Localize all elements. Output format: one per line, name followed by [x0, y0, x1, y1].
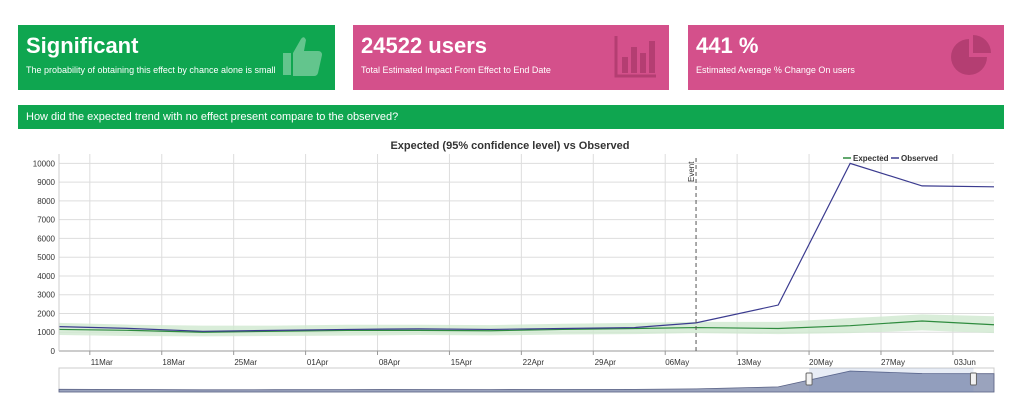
legend: Expected Observed	[843, 154, 938, 163]
y-tick-label: 8000	[37, 197, 55, 206]
y-tick-label: 2000	[37, 309, 55, 318]
impact-value: 24522 users	[361, 33, 487, 58]
y-tick-label: 10000	[33, 159, 56, 168]
event-marker: Event	[687, 158, 697, 351]
pie-chart-icon	[951, 35, 991, 75]
change-card: 441 % Estimated Average % Change On user…	[688, 25, 1004, 90]
y-tick-label: 4000	[37, 272, 55, 281]
impact-card: 24522 users Total Estimated Impact From …	[353, 25, 669, 90]
thumbs-up-icon	[283, 37, 322, 76]
y-tick-label: 6000	[37, 234, 55, 243]
axes: 0 1000 2000 3000 4000 5000 6000 7000 8000 9000 100…	[33, 154, 994, 367]
y-tick-label: 9000	[37, 178, 55, 187]
x-tick-label: 15Apr	[451, 358, 473, 367]
x-tick-label: 11Mar	[91, 358, 113, 367]
x-tick-label: 25Mar	[234, 358, 257, 367]
x-tick-label: 29Apr	[595, 358, 617, 367]
y-tick-label: 7000	[37, 216, 55, 225]
event-label: Event	[687, 161, 696, 182]
y-tick-label: 0	[51, 347, 56, 356]
y-tick-label: 5000	[37, 253, 55, 262]
observed-series-line	[58, 162, 995, 332]
legend-observed-label: Observed	[901, 154, 938, 163]
significance-card: Significant The probability of obtaining…	[18, 25, 335, 90]
x-tick-label: 27May	[881, 358, 905, 367]
navigator-selection[interactable]	[809, 368, 974, 392]
navigator-left-handle[interactable]	[805, 372, 813, 386]
x-tick-label: 03Jun	[954, 358, 976, 367]
change-value: 441 %	[696, 33, 759, 58]
chart-title: Expected (95% confidence level) vs Obser…	[390, 140, 629, 152]
significance-value: Significant	[26, 33, 139, 58]
range-navigator[interactable]	[58, 367, 995, 393]
impact-subtitle: Total Estimated Impact From Effect to En…	[361, 65, 551, 75]
bar-chart-icon	[614, 36, 656, 78]
y-tick-label: 1000	[37, 328, 55, 337]
y-tick-label: 3000	[37, 291, 55, 300]
change-subtitle: Estimated Average % Change On users	[696, 65, 855, 75]
series	[58, 162, 995, 333]
x-tick-label: 01Apr	[307, 358, 329, 367]
expected-series-line	[58, 320, 995, 333]
legend-expected-label: Expected	[853, 154, 889, 163]
x-tick-label: 06May	[665, 358, 689, 367]
chart: Expected (95% confidence level) vs Obser…	[33, 140, 995, 393]
x-tick-label: 22Apr	[523, 358, 545, 367]
x-tick-label: 13May	[737, 358, 761, 367]
x-tick-label: 18Mar	[162, 358, 185, 367]
x-tick-label: 08Apr	[379, 358, 401, 367]
significance-subtitle: The probability of obtaining this effect…	[26, 65, 276, 75]
x-tick-label: 20May	[809, 358, 833, 367]
question-bar: How did the expected trend with no effec…	[18, 105, 1004, 129]
navigator-right-handle[interactable]	[969, 372, 977, 386]
